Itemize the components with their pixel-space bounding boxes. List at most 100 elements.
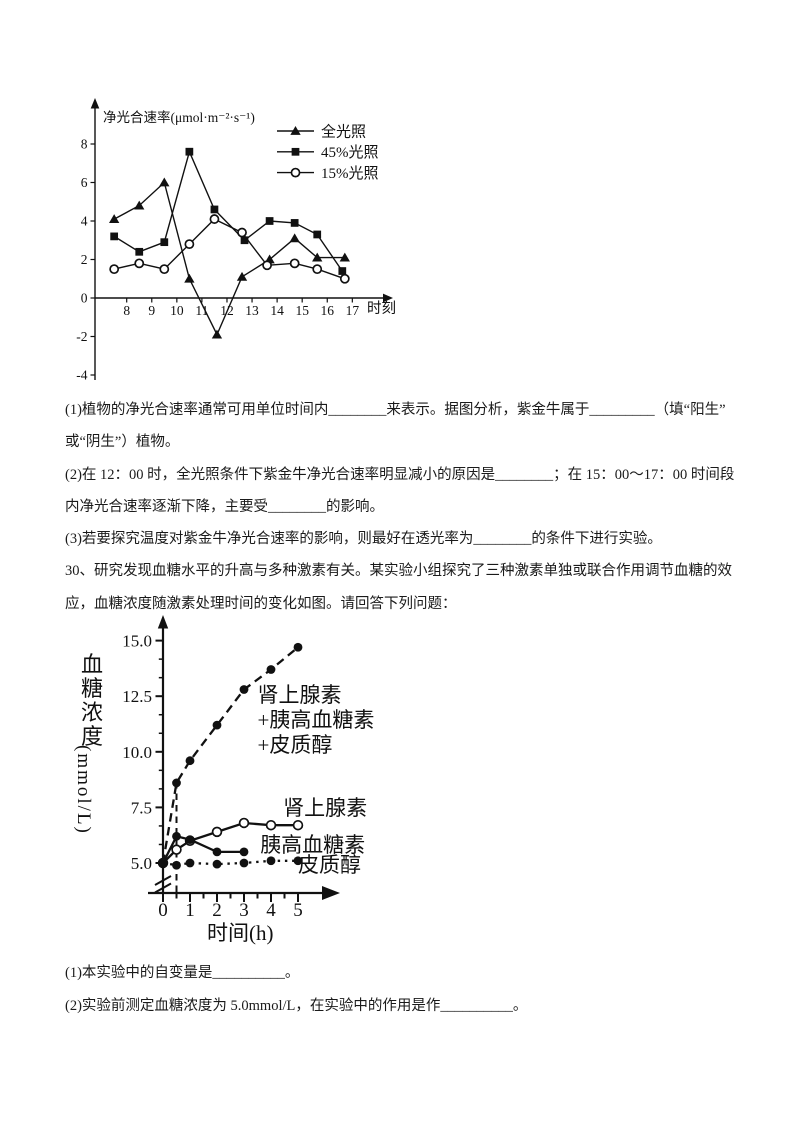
triangle-marker [289, 233, 300, 243]
question-30-stem-line2: 应，血糖浓度随激素处理时间的变化如图。请回答下列问题： [65, 595, 457, 612]
open-circle-marker [171, 844, 182, 855]
x-tick-label: 14 [270, 303, 284, 318]
dot-marker [293, 642, 303, 652]
y-tick-label: 2 [81, 252, 88, 267]
blood-glucose-chart: 0 1 2 3 4 55.07.510.012.515.0肾上腺素+胰高血糖素+皮质醇肾上… [73, 615, 374, 945]
x-tick-label: 8 [123, 303, 130, 318]
series-line [162, 859, 298, 867]
dot-marker [212, 847, 222, 857]
x-axis-title: 时间(h) [207, 921, 274, 945]
series-label: 皮质醇 [298, 853, 361, 877]
question-30-part1: (1)本实验中的自变量是__________。 [65, 965, 300, 981]
open-circle-marker [184, 239, 195, 249]
y-tick-label: 8 [81, 137, 88, 152]
chart2-axes: 0 1 2 3 4 5 5.0 7.5 10.0 12.5 15.0 [122, 615, 340, 921]
x-axis-arrow [322, 886, 340, 900]
y-axis-title-char: 度 [81, 724, 103, 749]
question-30-part2: (2)实验前测定血糖浓度为 5.0mmol/L，在实验中的作用是作_______… [65, 998, 528, 1014]
triangle-marker [211, 329, 223, 339]
triangle-marker [312, 252, 323, 262]
dot-marker [266, 856, 276, 866]
x-tick-label: 1 [185, 900, 195, 921]
open-circle-marker [134, 258, 145, 269]
square-marker [110, 232, 119, 241]
triangle-marker [339, 252, 350, 262]
y-axis-arrow [157, 615, 169, 629]
dot-marker [212, 720, 222, 730]
square-marker [185, 147, 194, 156]
chart1-axes: 8 9 10 11 12 13 14 15 16 17-4-202468净光合速率(μmol·m⁻… [76, 98, 396, 383]
y-tick-label: 4 [81, 214, 88, 229]
question-29-part1-line1: (1)植物的净光合速率通常可用单位时间内________来表示。据图分析，紫金牛… [65, 402, 726, 418]
question-29-part2-line2: 内净光合速率逐渐下降，主要受________的影响。 [65, 498, 384, 515]
square-marker [160, 238, 169, 247]
dot-marker [185, 858, 195, 868]
dot-marker [185, 756, 195, 766]
series-label: 胰高血糖素 [260, 833, 365, 857]
y-tick-label: 15.0 [122, 632, 152, 651]
open-circle-marker [289, 258, 300, 269]
open-circle-marker [262, 260, 272, 271]
dot-marker [239, 685, 249, 694]
open-circle-marker [159, 264, 170, 275]
open-circle-marker [209, 214, 220, 224]
y-axis-arrow [90, 98, 100, 109]
triangle-marker [290, 126, 301, 135]
series-line [113, 149, 343, 272]
open-circle-marker [290, 167, 301, 178]
y-axis-title: 净光合速率(μmol·m⁻²·s⁻¹) [103, 109, 255, 125]
dot-marker [172, 778, 181, 788]
y-axis-title-char: 血 [81, 652, 103, 677]
y-tick-label: 6 [81, 175, 88, 190]
y-tick-label: 7.5 [131, 798, 152, 817]
triangle-marker [134, 200, 145, 210]
y-tick-label: -4 [76, 368, 87, 383]
dot-marker [158, 858, 168, 868]
series-label: 肾上腺素 [258, 683, 342, 707]
open-circle-marker [292, 819, 304, 831]
open-circle-marker [265, 819, 277, 831]
dot-marker [239, 847, 249, 857]
dot-marker [266, 665, 276, 674]
dot-marker [212, 859, 222, 869]
x-axis-arrow [383, 293, 393, 303]
x-tick-label: 13 [245, 303, 259, 318]
triangle-marker [236, 271, 248, 281]
triangle-marker [109, 214, 120, 223]
x-tick-label: 9 [148, 303, 155, 318]
square-marker [291, 147, 300, 156]
y-tick-label: 10.0 [122, 743, 152, 762]
square-marker [313, 230, 322, 239]
square-marker [135, 247, 144, 256]
legend-label: 45%光照 [321, 144, 379, 161]
y-axis-title-char: 浓 [81, 700, 103, 725]
y-tick-label: 12.5 [122, 687, 152, 706]
square-marker [265, 217, 274, 225]
dot-marker [293, 856, 303, 866]
x-tick-label: 2 [212, 900, 222, 921]
open-circle-marker [339, 273, 350, 284]
open-circle-marker [211, 826, 223, 838]
triangle-marker [159, 177, 170, 187]
series-label: 肾上腺素 [283, 796, 367, 820]
square-marker [290, 219, 299, 227]
question-29-30-text-block: (1)植物的净光合速率通常可用单位时间内________来表示。据图分析，紫金牛… [65, 394, 734, 620]
x-axis-title: 时刻 [367, 300, 396, 317]
legend-label: 全光照 [321, 122, 366, 140]
open-circle-marker [237, 227, 247, 238]
y-tick-label: -2 [76, 329, 87, 344]
chart1-series [109, 147, 350, 339]
series-label: +皮质醇 [258, 733, 333, 757]
dot-marker [172, 860, 181, 870]
chart2-annotations: 肾上腺素+胰高血糖素+皮质醇肾上腺素胰高血糖素皮质醇血糖浓度(mmol/L)时间… [73, 652, 374, 945]
y-axis-unit: (mmol/L) [73, 745, 94, 835]
question-30-stem-line1: 30、研究发现血糖水平的升高与多种激素有关。某实验小组探究了三种激素单独或联合作… [65, 563, 732, 580]
open-circle-marker [238, 817, 250, 829]
triangle-marker [184, 273, 195, 283]
x-tick-label: 5 [293, 900, 303, 921]
series-label: +胰高血糖素 [258, 708, 375, 732]
series-line [113, 181, 345, 337]
x-tick-label: 16 [321, 303, 335, 318]
question-29-part1-line2: 或“阴生”）植物。 [65, 434, 180, 451]
